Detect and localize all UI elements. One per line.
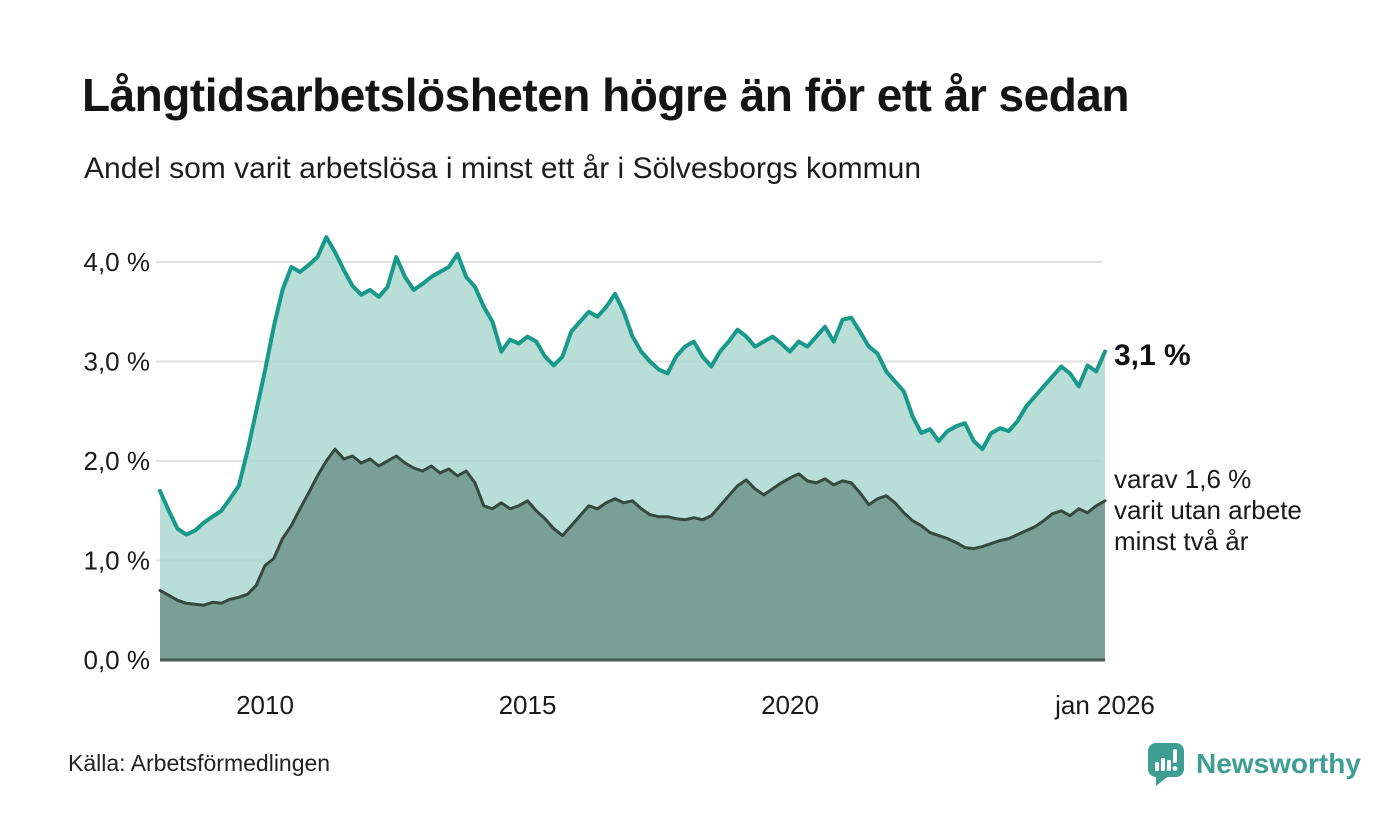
series-min-two-years-line <box>158 447 1107 607</box>
secondary-value-label-line1: varav 1,6 % <box>1114 464 1251 494</box>
x-tick-label: 2010 <box>236 690 294 720</box>
newsworthy-logo: Newsworthy <box>1146 740 1361 788</box>
page-title: Långtidsarbetslösheten högre än för ett … <box>82 69 1129 121</box>
secondary-value-label-line3: minst två år <box>1114 526 1249 556</box>
y-tick-label: 3,0 % <box>84 347 151 377</box>
newsworthy-wordmark: Newsworthy <box>1196 748 1361 779</box>
series-min-two-years-area <box>160 449 1105 660</box>
x-tick-label: 2015 <box>499 690 557 720</box>
source-note: Källa: Arbetsförmedlingen <box>68 750 331 776</box>
y-tick-label: 2,0 % <box>84 446 151 476</box>
series-min-one-year-line <box>158 235 1107 537</box>
y-tick-label: 4,0 % <box>84 247 151 277</box>
x-tick-label: 2020 <box>761 690 819 720</box>
y-tick-label: 0,0 % <box>84 645 151 675</box>
secondary-value-label-line2: varit utan arbete <box>1114 495 1302 525</box>
current-value-label: 3,1 % <box>1114 339 1191 372</box>
newsworthy-logo-icon <box>1148 743 1184 786</box>
x-tick-label: jan 2026 <box>1054 690 1155 720</box>
chart-subtitle: Andel som varit arbetslösa i minst ett å… <box>84 152 921 185</box>
y-tick-label: 1,0 % <box>84 546 151 576</box>
